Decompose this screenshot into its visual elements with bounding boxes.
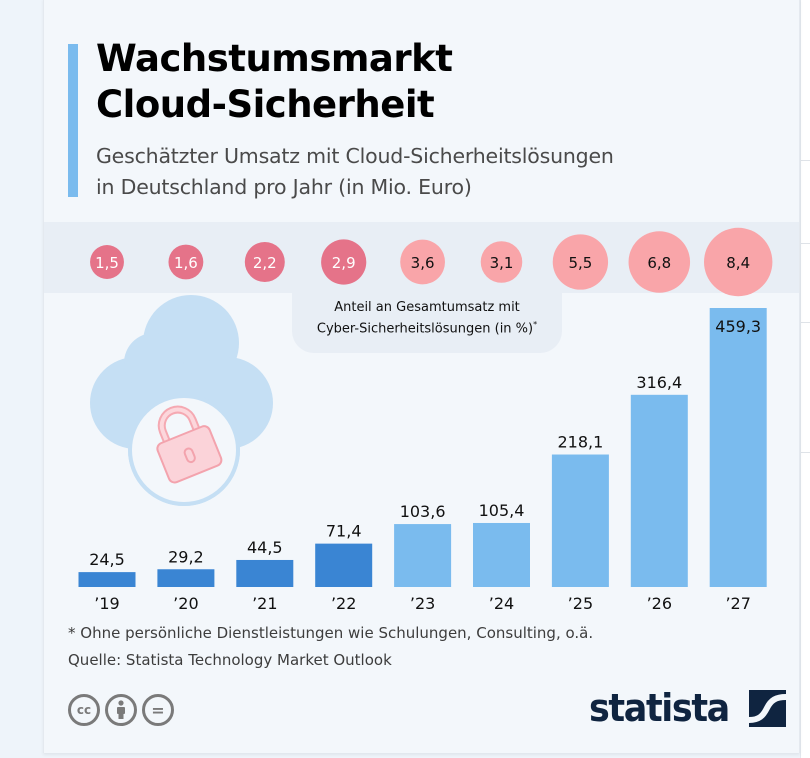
chart-canvas: 1,5 1,6 2,2 2,9 3,6 3,1 5,5 6,8 8,4 24,5 ’19 29,2 ’… <box>78 227 773 613</box>
bar-2 <box>236 559 294 587</box>
x-tick-label: ’25 <box>568 594 593 613</box>
no-derivatives-icon[interactable]: = <box>142 694 174 726</box>
divider <box>801 160 810 161</box>
cc-icon-label: cc <box>76 703 92 717</box>
bubble-value-label: 2,2 <box>253 254 277 272</box>
bubble-value-label: 6,8 <box>647 254 671 272</box>
bubble-3 <box>321 239 367 285</box>
x-tick-label: ’23 <box>410 594 435 613</box>
bubble-value-label: 5,5 <box>568 254 592 272</box>
cloud-lock-illustration <box>90 295 273 506</box>
bar-value-label: 24,5 <box>89 550 125 569</box>
infographic-card: Wachstumsmarkt Cloud-Sicherheit Geschätz… <box>43 0 800 753</box>
bubble-value-label: 1,5 <box>95 254 119 272</box>
bar-3 <box>315 543 373 587</box>
bubble-8 <box>704 227 773 297</box>
bar-value-label: 44,5 <box>247 538 283 557</box>
x-tick-label: ’26 <box>647 594 672 613</box>
bubble-series: 1,5 1,6 2,2 2,9 3,6 3,1 5,5 6,8 8,4 <box>90 227 773 297</box>
bar-4 <box>394 524 452 587</box>
page-right-edge <box>800 0 810 758</box>
bubble-value-label: 3,1 <box>490 254 514 272</box>
bubble-value-label: 3,6 <box>411 254 435 272</box>
chart-subtitle: Geschätzter Umsatz mit Cloud-Sicherheits… <box>96 141 614 203</box>
x-tick-label: ’24 <box>489 594 514 613</box>
legend-line-1: Anteil an Gesamtumsatz mit <box>334 300 520 315</box>
bar-series: 24,5 ’19 29,2 ’20 44,5 ’21 71,4 ’22 103,6 ’23 105,… <box>78 308 767 613</box>
footnotes: * Ohne persönliche Dienstleistungen wie … <box>68 620 593 674</box>
title-accent-bar <box>68 44 78 197</box>
footnote-text: * Ohne persönliche Dienstleistungen wie … <box>68 624 594 642</box>
bar-value-label: 218,1 <box>557 433 603 452</box>
x-tick-label: ’21 <box>252 594 277 613</box>
bar-value-label: 105,4 <box>479 501 525 520</box>
nd-icon-label: = <box>151 700 165 720</box>
bar-value-label: 71,4 <box>326 522 362 541</box>
bar-1 <box>157 569 215 587</box>
legend-footnote-marker: * <box>533 320 538 329</box>
bubble-value-label: 8,4 <box>726 254 750 272</box>
bubble-value-label: 2,9 <box>332 254 356 272</box>
bubble-6 <box>552 234 609 290</box>
bubble-legend: Anteil an Gesamtumsatz mit Cyber-Sicherh… <box>292 281 562 353</box>
attribution-icon[interactable] <box>105 694 137 726</box>
cc-icon[interactable]: cc <box>68 694 100 726</box>
bar-value-label: 29,2 <box>168 547 204 566</box>
bar-8 <box>709 308 767 587</box>
license-icons: cc = <box>68 694 174 726</box>
bar-value-label: 103,6 <box>400 502 446 521</box>
statista-logo[interactable]: statista <box>589 686 787 730</box>
bubble-5 <box>480 241 523 283</box>
bar-7 <box>630 394 688 587</box>
bubble-7 <box>628 231 691 293</box>
bubble-4 <box>400 239 445 285</box>
x-tick-label: ’22 <box>331 594 356 613</box>
x-tick-label: ’19 <box>94 594 119 613</box>
bubble-0 <box>90 245 124 279</box>
bar-0 <box>78 572 136 587</box>
bar-6 <box>551 454 609 587</box>
person-glyph <box>117 700 125 719</box>
source-text: Quelle: Statista Technology Market Outlo… <box>68 651 392 669</box>
bubble-2 <box>244 241 285 283</box>
chart-title: Wachstumsmarkt Cloud-Sicherheit <box>96 36 453 128</box>
subtitle-line-2: in Deutschland pro Jahr (in Mio. Euro) <box>96 175 472 199</box>
bubble-value-label: 1,6 <box>174 254 198 272</box>
x-tick-label: ’20 <box>173 594 198 613</box>
statista-logo-icon <box>749 689 787 727</box>
logo-wordmark: statista <box>589 686 730 730</box>
title-line-2: Cloud-Sicherheit <box>96 83 435 126</box>
divider <box>801 322 810 323</box>
bar-5 <box>473 522 530 587</box>
bar-value-label: 316,4 <box>636 373 682 392</box>
subtitle-line-1: Geschätzter Umsatz mit Cloud-Sicherheits… <box>96 144 614 168</box>
bubble-1 <box>168 244 204 280</box>
x-tick-label: ’27 <box>725 594 750 613</box>
title-line-1: Wachstumsmarkt <box>96 37 453 80</box>
bar-value-label: 459,3 <box>715 317 761 336</box>
divider <box>801 452 810 453</box>
legend-line-2: Cyber-Sicherheitslösungen (in %) <box>316 321 534 337</box>
divider <box>801 243 810 244</box>
padlock-icon <box>156 405 223 484</box>
